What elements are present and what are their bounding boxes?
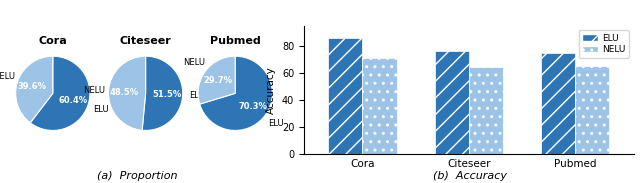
- Text: NELU: NELU: [83, 86, 106, 95]
- Wedge shape: [200, 56, 272, 130]
- Text: 48.5%: 48.5%: [109, 88, 139, 97]
- Title: Pubmed: Pubmed: [210, 36, 260, 46]
- Text: 70.3%: 70.3%: [238, 102, 267, 111]
- Legend: ELU, NELU: ELU, NELU: [579, 30, 629, 58]
- Title: Cora: Cora: [38, 36, 67, 46]
- Wedge shape: [109, 56, 146, 130]
- Text: NELU: NELU: [183, 58, 205, 67]
- Wedge shape: [198, 56, 236, 104]
- Text: 29.7%: 29.7%: [204, 76, 232, 85]
- Text: ELU: ELU: [189, 91, 205, 100]
- Text: ELU: ELU: [93, 105, 109, 114]
- Text: (b)  Accuracy: (b) Accuracy: [433, 171, 508, 181]
- Text: ELU: ELU: [269, 119, 284, 128]
- Wedge shape: [16, 56, 53, 123]
- Text: (a)  Proportion: (a) Proportion: [97, 171, 178, 181]
- Bar: [362, 58, 397, 154]
- Bar: [575, 66, 609, 154]
- Bar: [328, 38, 362, 154]
- Wedge shape: [30, 56, 90, 130]
- Wedge shape: [142, 56, 182, 130]
- Y-axis label: Accuracy: Accuracy: [266, 66, 276, 113]
- Bar: [469, 67, 503, 154]
- Bar: [435, 51, 469, 154]
- Title: Citeseer: Citeseer: [120, 36, 172, 46]
- Text: 51.5%: 51.5%: [152, 90, 182, 99]
- Bar: [541, 53, 575, 154]
- Text: 60.4%: 60.4%: [59, 96, 88, 105]
- Text: NELU: NELU: [0, 72, 15, 81]
- Text: 39.6%: 39.6%: [18, 82, 47, 91]
